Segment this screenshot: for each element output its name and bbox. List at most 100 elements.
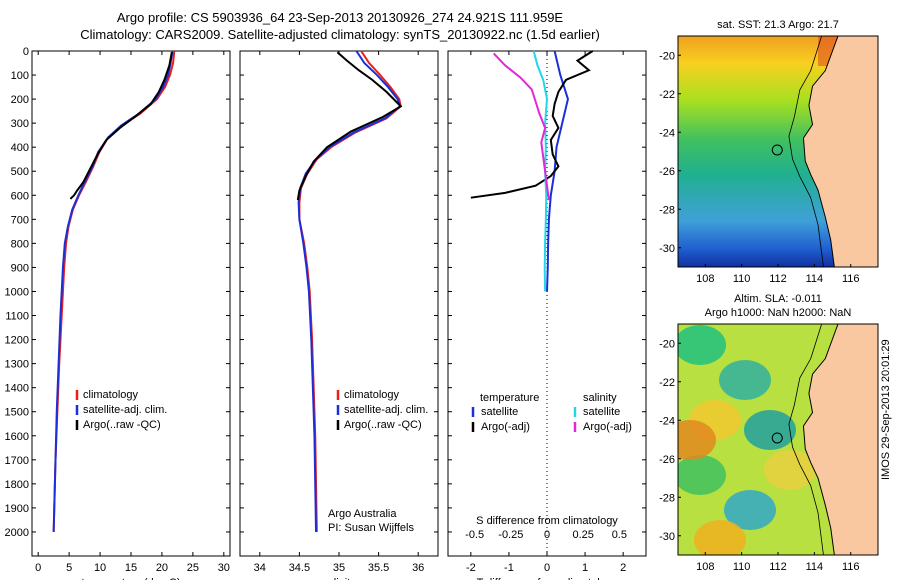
series-s-argo-adj-: [492, 52, 550, 201]
depth-tick-label: 1100: [5, 311, 29, 323]
map-x-tick-label: 110: [733, 561, 751, 573]
sla-anomaly: [678, 455, 726, 495]
depth-tick-label: 800: [11, 238, 29, 250]
x-tick-label: 5: [66, 562, 72, 574]
map-x-tick-label: 112: [769, 273, 787, 285]
sla-anomaly: [678, 420, 716, 460]
depth-tick-label: 0: [23, 46, 29, 58]
x-tick-label: 0: [544, 562, 550, 574]
map-y-tick-label: -20: [659, 338, 675, 350]
shelf-contour: [788, 324, 824, 555]
argo-position-marker: [771, 144, 783, 156]
depth-tick-label: 600: [11, 190, 29, 202]
map-y-tick-label: -30: [659, 531, 675, 543]
panel-salinity_profile: 34 34.5 35 35.5 36 salinity climatology satelli…: [239, 50, 439, 580]
depth-tick-label: 100: [11, 70, 29, 82]
map-x-tick-label: 116: [842, 273, 860, 285]
panel-difference_from_climatology: -2 -1 0 1 2T difference from climatology temp…: [447, 50, 647, 580]
x-tick-label: 35: [333, 562, 345, 574]
sla-anomaly: [724, 490, 776, 530]
map-sst_map: 108 110 112 114 116 -20 -22 -24 -26 -28 -30 sat. SS…: [659, 19, 879, 285]
x-tick-label: 1: [582, 562, 588, 574]
sla_map-field: [678, 324, 878, 555]
map-x-tick-label: 108: [696, 561, 714, 573]
map-x-tick-label: 108: [696, 273, 714, 285]
x-tick-label: 34.5: [289, 562, 310, 574]
argo-position-marker: [771, 432, 783, 444]
legend-label: satellite-adj. clim.: [83, 404, 167, 416]
series-argo: [296, 51, 403, 201]
series-satellite-adj-clim-: [52, 50, 174, 532]
depth-tick-label: 1500: [5, 407, 29, 419]
sla-anomaly: [719, 360, 771, 400]
x-axis-label: T difference from climatology: [477, 577, 618, 580]
x-tick-label: 35.5: [368, 562, 389, 574]
map-y-tick-label: -26: [659, 166, 675, 178]
x-tick-label: 20: [156, 562, 168, 574]
x-tick-label: 0: [35, 562, 41, 574]
map-y-tick-label: -20: [659, 50, 675, 62]
salinity_profile-frame: [239, 50, 439, 557]
series-argo: [69, 52, 173, 200]
series-t-argo-adj-: [470, 50, 594, 199]
map-x-tick-label: 110: [733, 273, 751, 285]
legend-label: Argo(-adj): [481, 421, 530, 433]
sla-anomaly: [764, 450, 816, 490]
land: [803, 324, 878, 555]
land: [803, 36, 878, 267]
map-y-tick-label: -22: [659, 377, 675, 389]
map-y-tick-label: -30: [659, 243, 675, 255]
depth-tick-label: 1300: [5, 359, 29, 371]
map-title-line-2: Argo h1000: NaN h2000: NaN: [705, 307, 852, 319]
x-axis-label-top: S difference from climatology: [476, 515, 618, 527]
map-y-tick-label: -28: [659, 492, 675, 504]
depth-tick-label: 1800: [5, 479, 29, 491]
legend-header-temperature: temperature: [480, 392, 539, 404]
map-y-tick-label: -24: [659, 415, 675, 427]
legend-label: Argo(..raw -QC): [344, 419, 422, 431]
map-title-line-1: Altim. SLA: -0.011: [734, 293, 822, 305]
sla-anomaly: [744, 410, 796, 450]
map-y-tick-label: -28: [659, 204, 675, 216]
sst_map-field: [678, 36, 878, 267]
x-axis-label: temperature (deg C): [81, 577, 180, 580]
x-tick-label: 34: [254, 562, 266, 574]
depth-tick-label: 2000: [5, 527, 29, 539]
depth-tick-label: 300: [11, 118, 29, 130]
legend-label: climatology: [83, 389, 139, 401]
legend-label: Argo(-adj): [583, 421, 632, 433]
map-title: sat. SST: 21.3 Argo: 21.7: [717, 19, 839, 31]
depth-tick-label: 1900: [5, 503, 29, 515]
x-tick-label: -2: [466, 562, 476, 574]
panel-temperature_profile: 0100200300400500600700800900100011001200…: [5, 46, 231, 580]
legend-header-salinity: salinity: [583, 392, 617, 404]
map-x-tick-label: 114: [806, 561, 824, 573]
legend-label: climatology: [344, 389, 400, 401]
map-sla_map: 108 110 112 114 116 -20 -22 -24 -26 -28 -30 Altim. …: [659, 293, 879, 573]
depth-tick-label: 900: [11, 262, 29, 274]
series-climatology: [52, 50, 176, 532]
x-tick-label: 36: [412, 562, 424, 574]
depth-tick-label: 200: [11, 94, 29, 106]
series-s-satellite: [532, 50, 549, 292]
s-tick-label: 0: [544, 529, 550, 541]
x-tick-label: -1: [504, 562, 514, 574]
series-t-satellite: [546, 50, 569, 292]
credit-line-2: PI: Susan Wijffels: [328, 522, 414, 534]
shelf-contour: [788, 36, 824, 267]
credit-line-1: Argo Australia: [328, 508, 397, 520]
legend-label: satellite-adj. clim.: [344, 404, 428, 416]
series-satellite-adj-clim-: [297, 50, 402, 532]
depth-tick-label: 1400: [5, 383, 29, 395]
map-y-tick-label: -22: [659, 89, 675, 101]
s-tick-label: -0.25: [498, 529, 523, 541]
sla-anomaly: [694, 520, 746, 555]
title-line-2: Climatology: CARS2009. Satellite-adjuste…: [80, 27, 600, 42]
s-tick-label: 0.5: [612, 529, 627, 541]
s-tick-label: 0.25: [572, 529, 593, 541]
title-line-1: Argo profile: CS 5903936_64 23-Sep-2013 …: [116, 10, 564, 25]
map-y-tick-label: -24: [659, 127, 675, 139]
legend-label: satellite: [583, 406, 620, 418]
coastline: [802, 324, 839, 555]
